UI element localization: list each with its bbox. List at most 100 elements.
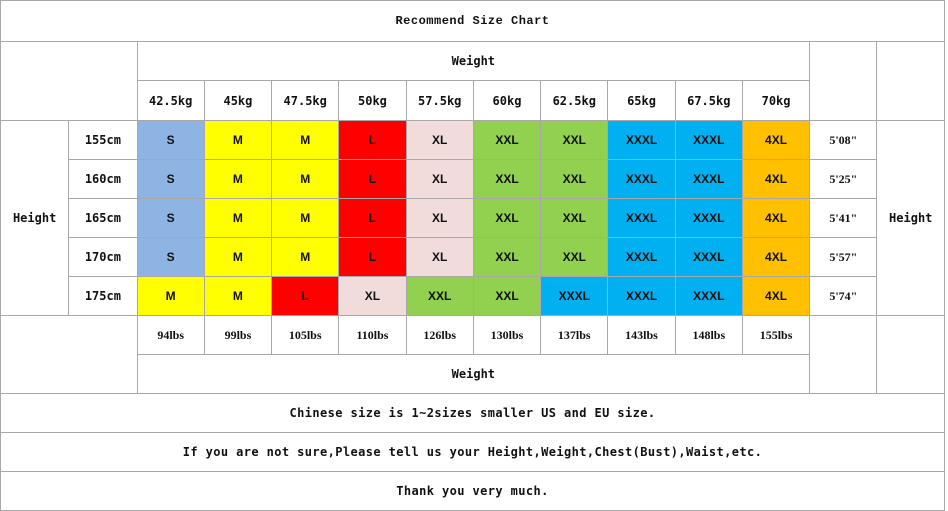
size-cell: 4XL	[741, 120, 811, 160]
weight-kg-cell: 47.5kg	[271, 80, 340, 121]
size-cell: XXXL	[607, 120, 676, 160]
size-cell: XXXL	[674, 276, 743, 316]
size-cell: 4XL	[741, 276, 811, 316]
size-cell: XXXL	[674, 120, 743, 160]
size-cell: XXL	[540, 198, 609, 238]
size-cell: L	[271, 276, 340, 316]
weight-header-bottom: Weight	[136, 354, 811, 394]
weight-header-top: Weight	[136, 41, 811, 81]
size-cell: M	[271, 159, 340, 199]
size-cell: L	[338, 159, 407, 199]
size-row: Height 155cm S M M L XL XXL XXL XXXL XXXL 4XL 5'08" H…	[0, 120, 945, 316]
size-cell: S	[136, 159, 205, 199]
size-cell: S	[136, 198, 205, 238]
size-cell: XL	[405, 237, 474, 277]
size-cell: 4XL	[741, 159, 811, 199]
note-line: Thank you very much.	[0, 471, 945, 511]
weight-kg-cell: 62.5kg	[540, 80, 609, 121]
bottom-left-blank-cell	[0, 315, 138, 394]
kg-row: 42.5kg 45kg 47.5kg 50kg 57.5kg 60kg 62.5kg 65kg…	[1, 80, 945, 121]
weight-lbs-cell: 143lbs	[607, 315, 676, 355]
size-cell: XXXL	[607, 237, 676, 277]
size-cell: S	[136, 120, 205, 160]
size-cell: XXL	[405, 276, 474, 316]
size-row: 160cm S M M L XL XXL XXL XXXL XXXL 4XL 5'25"	[1, 159, 945, 199]
weight-kg-cell: 50kg	[338, 80, 407, 121]
right-blank-cell	[809, 41, 878, 121]
size-cell: M	[271, 237, 340, 277]
weight-kg-cell: 45kg	[203, 80, 273, 121]
height-ftin-cell: 5'41"	[809, 198, 878, 238]
size-cell: M	[271, 198, 340, 238]
size-cell: XXL	[472, 276, 542, 316]
size-cell: M	[203, 237, 273, 277]
weight-kg-cell: 70kg	[741, 80, 811, 121]
size-cell: XXXL	[674, 198, 743, 238]
height-label-right: Height	[876, 120, 945, 316]
weight-kg-cell: 67.5kg	[674, 80, 743, 121]
size-cell: 4XL	[741, 198, 811, 238]
weight-lbs-cell: 130lbs	[472, 315, 542, 355]
height-label-left: Height	[0, 120, 70, 316]
size-cell: XL	[405, 120, 474, 160]
size-cell: L	[338, 237, 407, 277]
weight-kg-cell: 60kg	[472, 80, 542, 121]
size-cell: M	[203, 198, 273, 238]
size-cell: XXL	[540, 159, 609, 199]
size-cell: XXXL	[607, 159, 676, 199]
size-cell: XXXL	[674, 237, 743, 277]
height-ftin-cell: 5'08"	[809, 120, 878, 160]
size-cell: M	[203, 159, 273, 199]
height-cm-cell: 175cm	[68, 276, 138, 316]
height-cm-cell: 170cm	[68, 237, 138, 277]
weight-lbs-cell: 148lbs	[674, 315, 743, 355]
size-cell: XXXL	[607, 276, 676, 316]
size-row: 165cm S M M L XL XXL XXL XXXL XXXL 4XL 5'41"	[1, 198, 945, 238]
size-cell: XXL	[472, 237, 542, 277]
note-line: Chinese size is 1~2sizes smaller US and …	[0, 393, 945, 433]
weight-lbs-cell: 137lbs	[540, 315, 609, 355]
lbs-row: 94lbs 99lbs 105lbs 110lbs 126lbs 130lbs 137lbs…	[0, 315, 945, 394]
bottom-far-right-blank-cell	[876, 315, 945, 394]
size-cell: XXXL	[674, 159, 743, 199]
weight-lbs-cell: 99lbs	[203, 315, 273, 355]
far-right-blank-cell	[876, 41, 945, 121]
height-ftin-cell: 5'74"	[809, 276, 878, 316]
note-line: If you are not sure,Please tell us your …	[0, 432, 945, 472]
size-cell: S	[136, 237, 205, 277]
size-cell: XXL	[472, 198, 542, 238]
size-cell: XL	[338, 276, 407, 316]
size-cell: M	[271, 120, 340, 160]
weight-lbs-cell: 94lbs	[136, 315, 205, 355]
weight-lbs-cell: 105lbs	[271, 315, 340, 355]
size-row: 170cm S M M L XL XXL XXL XXXL XXXL 4XL 5'57"	[1, 237, 945, 277]
height-cm-cell: 155cm	[68, 120, 138, 160]
size-cell: 4XL	[741, 237, 811, 277]
size-cell: XL	[405, 159, 474, 199]
size-cell: XXL	[472, 159, 542, 199]
height-ftin-cell: 5'25"	[809, 159, 878, 199]
chart-title: Recommend Size Chart	[0, 0, 945, 42]
weight-kg-cell: 65kg	[607, 80, 676, 121]
size-cell: L	[338, 120, 407, 160]
size-cell: XXL	[540, 120, 609, 160]
corner-cell	[0, 41, 138, 121]
weight-lbs-cell: 155lbs	[741, 315, 811, 355]
size-cell: XXL	[472, 120, 542, 160]
weight-kg-cell: 57.5kg	[405, 80, 474, 121]
size-cell: XXXL	[540, 276, 609, 316]
height-cm-cell: 165cm	[68, 198, 138, 238]
size-cell: XXL	[540, 237, 609, 277]
weight-kg-cell: 42.5kg	[136, 80, 205, 121]
height-cm-cell: 160cm	[68, 159, 138, 199]
weight-lbs-cell: 126lbs	[405, 315, 474, 355]
size-cell: L	[338, 198, 407, 238]
size-cell: M	[136, 276, 205, 316]
height-ftin-cell: 5'57"	[809, 237, 878, 277]
weight-lbs-cell: 110lbs	[338, 315, 407, 355]
size-cell: XXXL	[607, 198, 676, 238]
bottom-right-blank-cell	[809, 315, 878, 394]
size-cell: M	[203, 120, 273, 160]
